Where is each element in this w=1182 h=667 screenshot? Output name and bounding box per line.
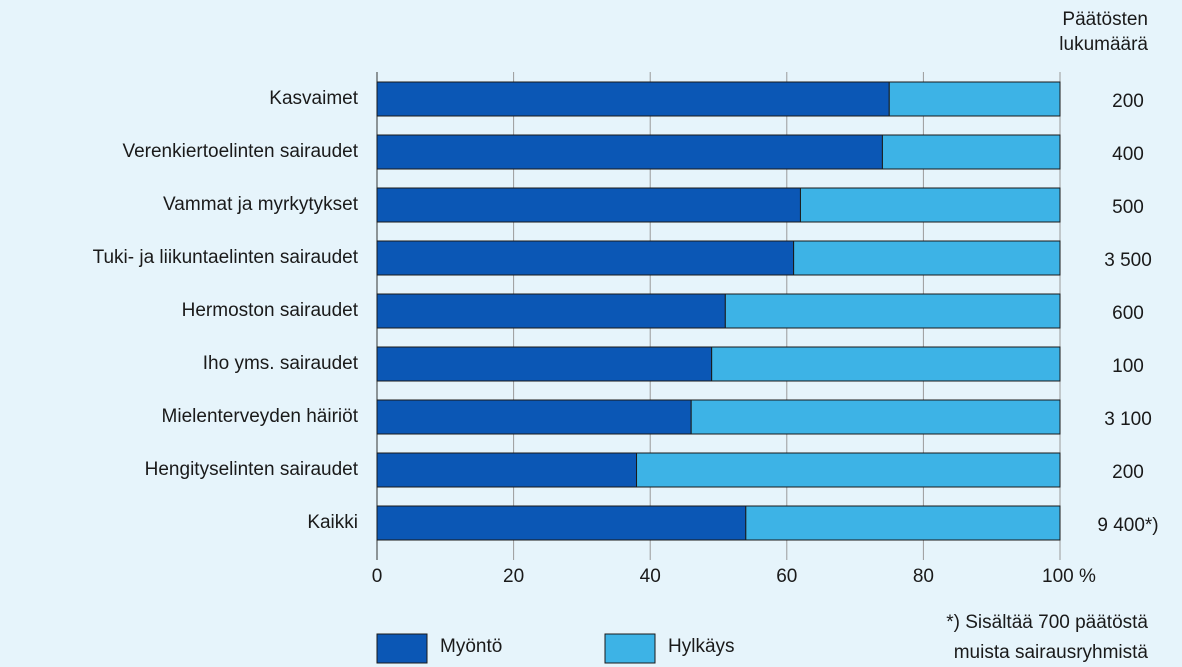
footnote: muista sairausryhmistä: [954, 642, 1149, 663]
bar-segment: [376, 452, 638, 488]
count-header: lukumäärä: [1059, 34, 1148, 55]
y-tick-label: Mielenterveyden häiriöt: [162, 406, 359, 427]
y-tick-label: Kaikki: [307, 512, 358, 533]
bar-segment: [376, 240, 795, 276]
count-label: 200: [1112, 462, 1144, 483]
footnote: *) Sisältää 700 päätöstä: [946, 612, 1148, 633]
bar-segment: [690, 399, 1061, 435]
x-tick-label: 0: [372, 566, 383, 587]
bar-segment: [376, 346, 713, 382]
x-tick-label: 100 %: [1042, 566, 1096, 587]
count-label: 200: [1112, 91, 1144, 112]
y-tick-label: Kasvaimet: [269, 88, 358, 109]
legend-swatch: [376, 633, 428, 664]
bar-segment: [376, 293, 726, 329]
y-tick-label: Hermoston sairaudet: [182, 300, 359, 321]
count-label: 9 400*): [1097, 515, 1158, 536]
bar-segment: [376, 505, 747, 541]
legend-label: Hylkäys: [668, 636, 735, 657]
y-tick-label: Vammat ja myrkytykset: [163, 194, 359, 215]
bar-segment: [636, 452, 1061, 488]
count-label: 3 500: [1104, 250, 1152, 271]
count-header: Päätösten: [1062, 9, 1148, 30]
count-label: 400: [1112, 144, 1144, 165]
count-label: 600: [1112, 303, 1144, 324]
bar-segment: [376, 187, 801, 223]
legend-swatch: [604, 633, 656, 664]
bar-segment: [793, 240, 1061, 276]
x-tick-label: 80: [913, 566, 934, 587]
bar-segment: [745, 505, 1061, 541]
y-tick-label: Tuki- ja liikuntaelinten sairaudet: [93, 247, 359, 268]
legend-label: Myöntö: [440, 636, 502, 657]
bar-segment: [724, 293, 1061, 329]
bar-segment: [711, 346, 1061, 382]
x-tick-label: 40: [640, 566, 661, 587]
x-tick-label: 60: [776, 566, 797, 587]
bar-segment: [376, 134, 883, 170]
y-tick-label: Iho yms. sairaudet: [203, 353, 359, 374]
bar-segment: [376, 81, 890, 117]
bar-segment: [799, 187, 1061, 223]
count-label: 3 100: [1104, 409, 1152, 430]
count-label: 500: [1112, 197, 1144, 218]
bar-segment: [888, 81, 1061, 117]
bar-segment: [376, 399, 692, 435]
y-tick-label: Verenkiertoelinten sairaudet: [122, 141, 358, 162]
count-label: 100: [1112, 356, 1144, 377]
x-tick-label: 20: [503, 566, 524, 587]
y-tick-label: Hengityselinten sairaudet: [145, 459, 359, 480]
bar-segment: [881, 134, 1061, 170]
